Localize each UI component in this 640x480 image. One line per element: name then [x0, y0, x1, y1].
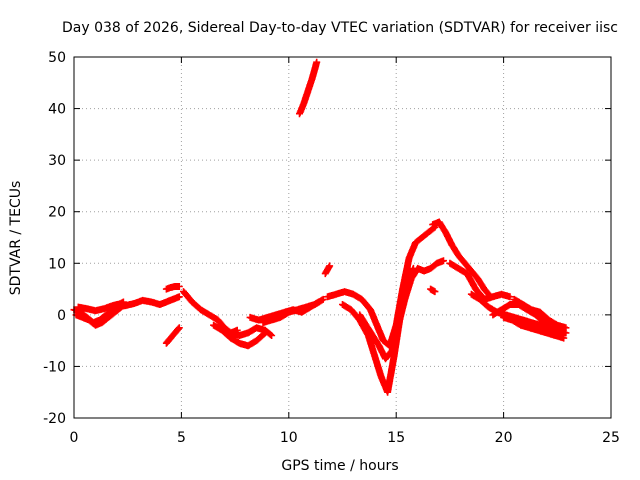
series-arc-13	[321, 262, 334, 278]
data-point-markers	[321, 262, 334, 278]
series-arc-9	[227, 324, 276, 339]
data-point-markers	[446, 259, 514, 303]
x-tick-label: 15	[387, 430, 405, 446]
data-point-markers	[162, 324, 183, 347]
series-arc-6	[162, 324, 183, 347]
chart-title: Day 038 of 2026, Sidereal Day-to-day VTE…	[62, 20, 618, 36]
series-arc-4	[113, 293, 183, 311]
y-tick-label: 50	[48, 50, 66, 66]
series-arc-18	[427, 285, 439, 296]
series-arc-14	[324, 223, 439, 350]
data-point-markers	[427, 285, 439, 296]
data-point-markers	[162, 283, 183, 293]
series-arc-8	[210, 321, 269, 350]
y-tick-label: 40	[48, 102, 66, 118]
y-tick-label: 0	[57, 308, 66, 324]
y-tick-label: 20	[48, 205, 66, 221]
data-point-markers	[180, 288, 241, 337]
data-point-markers	[113, 293, 183, 311]
series-arc-17	[429, 218, 495, 301]
x-axis-label: GPS time / hours	[281, 458, 398, 474]
y-tick-label: -20	[43, 411, 66, 427]
data-point-markers	[227, 324, 276, 339]
series-arc-11	[259, 295, 327, 327]
x-tick-label: 5	[177, 430, 186, 446]
y-axis-label: SDTVAR / TECUs	[8, 181, 24, 296]
data-point-markers	[296, 58, 321, 118]
series-arc-22	[500, 313, 568, 342]
data-point-markers	[429, 218, 495, 301]
data-markers	[70, 58, 570, 396]
axis-ticks: 0 5 10 15 20 25 -20 -10 0 10 20 30 40 50	[43, 50, 620, 446]
grid-lines	[74, 57, 611, 418]
x-tick-label: 25	[602, 430, 620, 446]
data-point-markers	[510, 295, 570, 332]
data-point-markers	[500, 313, 568, 342]
data-point-markers	[356, 257, 447, 363]
data-point-markers	[210, 321, 269, 350]
x-tick-label: 20	[495, 430, 513, 446]
series-arc-12	[296, 58, 321, 118]
y-tick-label: 10	[48, 256, 66, 272]
data-point-markers	[259, 295, 327, 327]
y-tick-label: -10	[43, 359, 66, 375]
series-arc-16	[356, 257, 447, 363]
x-tick-label: 0	[70, 430, 79, 446]
x-tick-label: 10	[280, 430, 298, 446]
series-arc-7	[180, 288, 241, 337]
series-arc-5	[162, 283, 183, 293]
plot-frame	[73, 56, 612, 419]
series-arc-23	[510, 295, 570, 332]
series-arc-19	[446, 259, 514, 303]
data-point-markers	[324, 223, 439, 350]
y-tick-label: 30	[48, 153, 66, 169]
